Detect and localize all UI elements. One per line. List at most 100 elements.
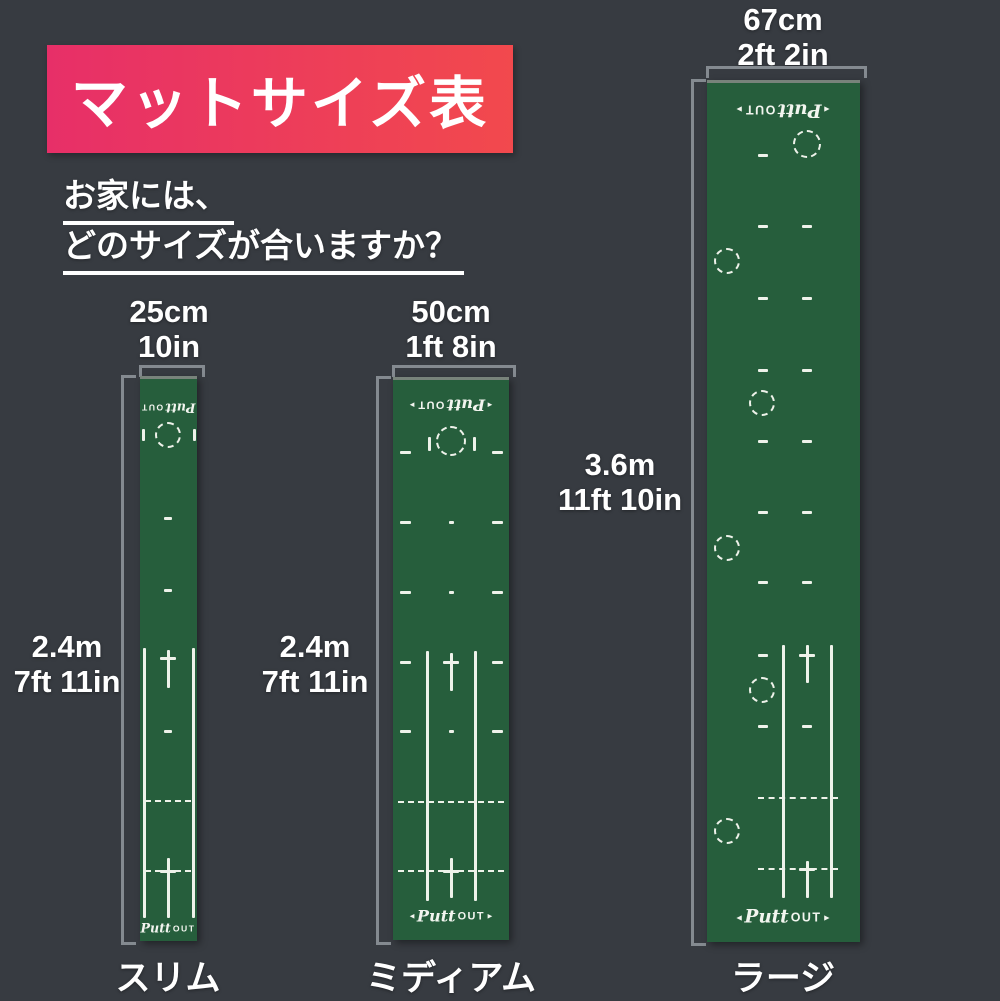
guide-dash bbox=[448, 521, 454, 524]
target-circle bbox=[714, 535, 740, 561]
length-label-large-m: 3.6m bbox=[584, 447, 656, 482]
page-title: マットサイズ表 bbox=[70, 72, 490, 136]
puttout-logo: ◄ Putt OUT ► bbox=[407, 907, 494, 926]
guide-dash bbox=[448, 730, 454, 733]
cross-mark bbox=[167, 858, 170, 918]
logo-script-text: Putt bbox=[140, 920, 171, 936]
guide-dash bbox=[399, 661, 411, 664]
guide-dash bbox=[758, 654, 768, 657]
distance-dashline bbox=[758, 797, 838, 799]
target-circle bbox=[714, 818, 740, 844]
guide-dash bbox=[802, 440, 812, 443]
guide-dash bbox=[491, 451, 503, 454]
logo-arrow-right-icon: ► bbox=[734, 105, 744, 115]
length-bracket-slim bbox=[121, 375, 136, 945]
target-circle bbox=[714, 248, 740, 274]
logo-block-text: OUT bbox=[172, 923, 196, 933]
logo-arrow-left-icon: ◄ bbox=[408, 911, 416, 921]
length-label-slim-ft: 7ft 11in bbox=[13, 663, 121, 699]
logo-arrow-right-icon: ► bbox=[822, 912, 832, 922]
track-line bbox=[474, 651, 477, 901]
guide-dash bbox=[164, 730, 172, 733]
guide-dash bbox=[758, 581, 768, 584]
mat-large: ◄ Putt OUT ► ◄ Putt OUT ► bbox=[707, 80, 860, 942]
length-label-medium-ft: 7ft 11in bbox=[261, 663, 369, 699]
length-label-medium-m: 2.4m bbox=[279, 629, 351, 664]
distance-dashline bbox=[145, 800, 191, 802]
length-label-slim-m: 2.4m bbox=[31, 629, 103, 664]
track-line bbox=[782, 644, 785, 898]
mat-slim: Putt OUT Putt OUT bbox=[140, 376, 197, 941]
guide-dash bbox=[802, 297, 812, 300]
cross-mark bbox=[450, 653, 453, 691]
cross-mark bbox=[443, 870, 459, 873]
length-label-slim: 2.4m 7ft 11in bbox=[13, 629, 121, 699]
guide-dash bbox=[802, 225, 812, 228]
guide-dash bbox=[758, 725, 768, 728]
subtitle-text-2: どのサイズが合いますか？ bbox=[63, 219, 465, 275]
distance-dashline bbox=[398, 801, 504, 803]
guide-dash bbox=[802, 369, 812, 372]
cross-mark bbox=[160, 870, 176, 873]
cross-mark bbox=[806, 645, 809, 683]
guide-dash bbox=[802, 581, 812, 584]
guide-dash bbox=[802, 725, 812, 728]
subtitle-text-1: お家には、 bbox=[63, 169, 234, 225]
target-circle bbox=[793, 130, 821, 158]
guide-dash bbox=[448, 591, 454, 594]
guide-dash bbox=[491, 730, 503, 733]
length-label-large-ft: 11ft 10in bbox=[557, 481, 683, 517]
width-bracket-large bbox=[706, 66, 867, 78]
cross-mark bbox=[799, 868, 815, 871]
name-label-large: ラージ bbox=[730, 959, 836, 998]
width-label-slim-cm: 25cm bbox=[129, 294, 209, 329]
width-label-medium-cm: 50cm bbox=[411, 294, 491, 329]
width-label-large-in: 2ft 2in bbox=[737, 36, 829, 72]
target-circle bbox=[436, 426, 466, 456]
logo-block-text: OUT bbox=[140, 403, 164, 413]
logo-script-text: Putt bbox=[416, 906, 456, 926]
guide-dash bbox=[758, 511, 768, 514]
cross-mark bbox=[160, 657, 176, 660]
length-label-large: 3.6m 11ft 10in bbox=[557, 447, 683, 517]
name-label-medium: ミディアム bbox=[365, 959, 537, 998]
guide-dash bbox=[758, 440, 768, 443]
logo-script-text: Putt bbox=[165, 400, 196, 416]
guide-dash bbox=[491, 661, 503, 664]
track-line bbox=[192, 648, 195, 918]
guide-dash bbox=[802, 511, 812, 514]
target-circle bbox=[155, 422, 181, 448]
length-bracket-medium bbox=[376, 376, 391, 945]
guide-dash bbox=[164, 589, 172, 592]
title-banner: マットサイズ表 bbox=[47, 45, 513, 153]
guide-dash bbox=[758, 297, 768, 300]
cross-mark bbox=[799, 654, 815, 657]
width-label-medium: 50cm 1ft 8in bbox=[405, 294, 497, 364]
guide-tick bbox=[142, 429, 145, 441]
guide-tick bbox=[428, 437, 431, 451]
length-label-medium: 2.4m 7ft 11in bbox=[261, 629, 369, 699]
guide-dash bbox=[491, 591, 503, 594]
track-line bbox=[426, 651, 429, 901]
target-circle bbox=[749, 390, 775, 416]
guide-dash bbox=[164, 517, 172, 520]
puttout-logo: Putt OUT bbox=[141, 401, 196, 416]
length-bracket-large bbox=[691, 79, 706, 946]
logo-arrow-left-icon: ◄ bbox=[734, 912, 744, 922]
logo-arrow-left-icon: ◄ bbox=[822, 105, 832, 115]
width-label-medium-in: 1ft 8in bbox=[405, 328, 497, 364]
logo-block-text: OUT bbox=[457, 910, 486, 922]
puttout-logo: ◄ Putt OUT ► bbox=[734, 907, 832, 928]
cross-mark bbox=[167, 650, 170, 688]
guide-dash bbox=[758, 369, 768, 372]
track-line bbox=[830, 644, 833, 898]
logo-block-text: OUT bbox=[744, 103, 776, 117]
puttout-logo: ◄ Putt OUT ► bbox=[407, 396, 494, 415]
width-label-slim-in: 10in bbox=[137, 328, 201, 364]
cross-mark bbox=[450, 858, 453, 898]
track-line bbox=[143, 648, 146, 918]
target-circle bbox=[749, 677, 775, 703]
logo-arrow-right-icon: ► bbox=[408, 400, 416, 410]
guide-dash bbox=[491, 521, 503, 524]
width-label-large-cm: 67cm bbox=[743, 2, 823, 37]
